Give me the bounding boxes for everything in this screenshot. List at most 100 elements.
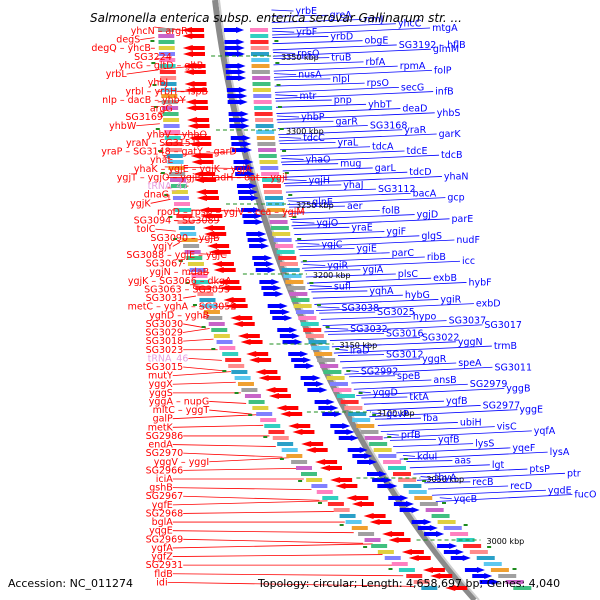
gene-label-right: rrmJ bbox=[364, 14, 384, 25]
kbp-tick-label: 3000 kbp bbox=[487, 537, 525, 546]
cog-box-right bbox=[425, 508, 444, 512]
forward-gene-arrow bbox=[227, 99, 248, 105]
gene-label-right: lysA bbox=[550, 447, 570, 458]
cog-box-right bbox=[483, 562, 502, 566]
gene-label-right: sufl bbox=[334, 282, 351, 293]
forward-gene-arrow bbox=[247, 237, 268, 243]
cog-box-left bbox=[158, 46, 175, 50]
kbp-tick-label: 3250 kbp bbox=[296, 201, 334, 210]
gene-label-right: ansB bbox=[433, 375, 456, 386]
gene-leader-line bbox=[167, 581, 414, 587]
gene-label-right: kduI bbox=[417, 451, 437, 462]
guide-dot bbox=[178, 260, 183, 262]
reverse-gene-arrow bbox=[196, 195, 219, 201]
cog-box-left bbox=[241, 388, 258, 392]
guide-dot bbox=[487, 546, 492, 548]
gene-leader-line bbox=[319, 311, 376, 314]
gene-label-left: endA bbox=[148, 440, 173, 451]
gene-label-right: garK bbox=[439, 129, 462, 140]
gene-label-left: idi bbox=[156, 577, 167, 588]
reverse-gene-arrow bbox=[401, 549, 424, 555]
reverse-gene-arrow bbox=[186, 105, 209, 111]
gene-label-left: yqgE bbox=[149, 526, 173, 537]
gene-label-left: SG3088 – ygjE – ygjC bbox=[126, 250, 227, 261]
gene-label-right: nudF bbox=[456, 235, 480, 246]
gene-label-right: SG3017 bbox=[484, 320, 522, 331]
gene-leader-line bbox=[277, 115, 300, 118]
forward-gene-arrow bbox=[226, 87, 247, 93]
cog-box-left bbox=[237, 382, 254, 386]
gene-label-right: ygdE bbox=[548, 485, 572, 496]
gene-label-right: fucO bbox=[574, 490, 596, 501]
gene-label-left: yhbV – yhbQ bbox=[147, 129, 207, 140]
reverse-gene-arrow bbox=[183, 69, 206, 75]
gene-leader-line bbox=[273, 61, 364, 66]
cog-box-right bbox=[287, 286, 306, 290]
cog-box-left bbox=[256, 412, 273, 416]
cog-box-right bbox=[298, 316, 317, 320]
cog-box-right bbox=[268, 214, 287, 218]
guide-dot bbox=[274, 40, 279, 42]
guide-dot bbox=[442, 502, 447, 504]
gene-leader-line bbox=[278, 129, 403, 136]
reverse-gene-arrow bbox=[204, 231, 227, 237]
gene-label-left: ygjK – SG3066 – dkgA bbox=[128, 276, 232, 287]
gene-label-right: SG3112 bbox=[378, 184, 416, 195]
gene-label-right: aas bbox=[454, 456, 471, 467]
gene-label-right: SG3037 bbox=[449, 316, 487, 327]
cog-box-left bbox=[358, 532, 375, 536]
reverse-gene-arrow bbox=[265, 387, 288, 393]
gene-label-right: yggN bbox=[458, 337, 483, 348]
cog-box-left bbox=[171, 190, 188, 194]
gene-leader-line bbox=[314, 299, 439, 305]
reverse-gene-arrow bbox=[194, 177, 217, 183]
gene-leader-line bbox=[273, 69, 432, 78]
gene-leader-line bbox=[299, 252, 390, 257]
cog-box-right bbox=[303, 328, 322, 332]
gene-leader-line bbox=[272, 48, 431, 57]
reverse-gene-arrow bbox=[211, 261, 234, 267]
gene-leader-line bbox=[172, 444, 276, 447]
gene-label-right: yhbS bbox=[437, 108, 461, 119]
cog-box-left bbox=[186, 256, 203, 260]
cog-box-right bbox=[513, 586, 532, 590]
gene-leader-line bbox=[158, 112, 164, 118]
guide-dot bbox=[372, 414, 377, 416]
guide-dot bbox=[339, 524, 344, 526]
forward-gene-arrow bbox=[269, 309, 290, 315]
gene-label-right: iraD bbox=[350, 345, 370, 356]
cog-box-right bbox=[336, 394, 355, 398]
reverse-gene-arrow bbox=[223, 297, 246, 303]
gene-leader-line bbox=[435, 494, 573, 502]
gene-leader-line bbox=[163, 155, 173, 161]
gene-leader-line bbox=[389, 438, 436, 441]
gene-leader-line bbox=[182, 328, 210, 333]
forward-gene-arrow bbox=[307, 387, 328, 393]
gene-leader-line bbox=[366, 405, 481, 411]
gene-leader-line bbox=[363, 400, 444, 405]
forward-gene-arrow bbox=[377, 483, 398, 489]
gene-leader-line bbox=[296, 239, 455, 248]
gene-leader-line bbox=[274, 73, 297, 76]
cog-box-right bbox=[311, 346, 330, 350]
gene-leader-line bbox=[187, 271, 210, 275]
forward-gene-arrow bbox=[259, 279, 280, 285]
reverse-gene-arrow bbox=[240, 339, 263, 345]
forward-gene-arrow bbox=[366, 471, 387, 477]
gene-leader-line bbox=[358, 391, 371, 394]
cog-box-left bbox=[189, 268, 206, 272]
reverse-gene-arrow bbox=[422, 567, 445, 573]
reverse-gene-arrow bbox=[288, 423, 311, 429]
gene-leader-line bbox=[271, 14, 328, 17]
guide-dot bbox=[363, 546, 368, 548]
gene-label-left: tRNA_47 bbox=[148, 181, 189, 192]
guide-dot bbox=[403, 458, 408, 460]
cog-box-right bbox=[256, 136, 275, 140]
gene-label-right: tktA bbox=[409, 392, 429, 403]
cog-box-right bbox=[251, 70, 270, 74]
gene-leader-line bbox=[439, 497, 452, 500]
forward-gene-arrow bbox=[479, 579, 500, 585]
gene-leader-line bbox=[271, 9, 294, 12]
gene-label-right: obgE bbox=[365, 36, 389, 47]
gene-label-right: speB bbox=[397, 371, 420, 382]
